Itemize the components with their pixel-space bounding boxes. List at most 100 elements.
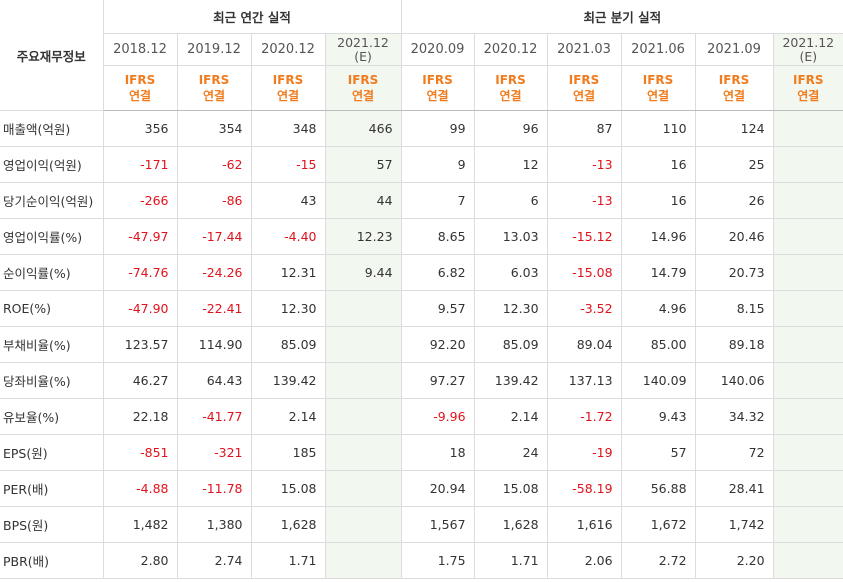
value-cell: [324, 434, 402, 471]
estimate-marker: (E): [799, 48, 818, 64]
row-label: 매출액(억원): [0, 110, 104, 147]
value-cell: 356: [102, 110, 178, 147]
value-cell: -851: [102, 434, 178, 471]
value-cell: 9.44: [324, 254, 402, 291]
row-label: 순이익률(%): [0, 254, 104, 291]
value-cell: -58.19: [546, 470, 622, 507]
value-cell: 72: [694, 434, 774, 471]
value-cell: -321: [176, 434, 252, 471]
value-cell: 15.08: [473, 470, 548, 507]
basis-header: IFRS 연결: [250, 65, 326, 111]
value-cell: 20.46: [694, 218, 774, 255]
value-cell: -19: [546, 434, 622, 471]
value-cell: 139.42: [250, 362, 326, 399]
row-label: BPS(원): [0, 506, 104, 543]
basis-ifrs-label: IFRS: [495, 73, 526, 87]
value-cell: 1.75: [400, 542, 475, 579]
value-cell: -22.41: [176, 290, 252, 327]
value-cell: 20.94: [400, 470, 475, 507]
value-cell: [772, 398, 843, 435]
value-cell: 12.31: [250, 254, 326, 291]
basis-ifrs-label: IFRS: [568, 73, 600, 87]
value-cell: [772, 326, 843, 363]
basis-consolidated-label: 연결: [572, 89, 596, 103]
table-row: 당기순이익(억원) -266 -86 43 44 7 6 -13 16 26: [0, 182, 843, 219]
value-cell: [772, 254, 843, 291]
period-header: 2019.12: [176, 33, 252, 66]
basis-consolidated-label: 연결: [128, 89, 152, 103]
value-cell: 124: [694, 110, 774, 147]
table-row: 부채비율(%) 123.57 114.90 85.09 92.20 85.09 89.04 8…: [0, 326, 843, 363]
basis-header: IFRS 연결: [694, 65, 774, 111]
table-row: EPS(원) -851 -321 185 18 24 -19 57 72: [0, 434, 843, 471]
value-cell: 6.03: [473, 254, 548, 291]
basis-header: IFRS 연결: [546, 65, 622, 111]
value-cell: [772, 110, 843, 147]
period-label: 2021.12: [337, 34, 389, 50]
value-cell: 114.90: [176, 326, 252, 363]
value-cell: -3.52: [546, 290, 622, 327]
value-cell: -9.96: [400, 398, 475, 435]
value-cell: 1,567: [400, 506, 475, 543]
value-cell: [324, 506, 402, 543]
row-label: 영업이익(억원): [0, 146, 104, 183]
value-cell: 22.18: [102, 398, 178, 435]
value-cell: -13: [546, 182, 622, 219]
value-cell: 2.72: [620, 542, 696, 579]
value-cell: 9: [400, 146, 475, 183]
annual-section-title: 최근 연간 실적: [102, 0, 402, 34]
table-row: 유보율(%) 22.18 -41.77 2.14 -9.96 2.14 -1.72 9.43 3…: [0, 398, 843, 435]
basis-ifrs-label: IFRS: [272, 73, 304, 87]
value-cell: [772, 146, 843, 183]
basis-header: IFRS 연결: [473, 65, 548, 111]
value-cell: -171: [102, 146, 178, 183]
value-cell: 89.04: [546, 326, 622, 363]
period-label: 2021.12: [782, 34, 835, 50]
value-cell: 2.14: [473, 398, 548, 435]
value-cell: 2.14: [250, 398, 326, 435]
value-cell: 354: [176, 110, 252, 147]
value-cell: [772, 218, 843, 255]
table-row: 매출액(억원) 356 354 348 466 99 96 87 110 124: [0, 110, 843, 147]
value-cell: 15.08: [250, 470, 326, 507]
value-cell: 64.43: [176, 362, 252, 399]
period-label: 2019.12: [187, 42, 241, 57]
value-cell: 6: [473, 182, 548, 219]
value-cell: 1.71: [473, 542, 548, 579]
value-cell: 348: [250, 110, 326, 147]
period-header: 2021.03: [546, 33, 622, 66]
table-row: 순이익률(%) -74.76 -24.26 12.31 9.44 6.82 6.03 -15.…: [0, 254, 843, 291]
value-cell: 18: [400, 434, 475, 471]
value-cell: 43: [250, 182, 326, 219]
basis-header: IFRS 연결: [176, 65, 252, 111]
value-cell: 20.73: [694, 254, 774, 291]
value-cell: [772, 506, 843, 543]
value-cell: 85.09: [473, 326, 548, 363]
value-cell: 57: [620, 434, 696, 471]
table-row: PBR(배) 2.80 2.74 1.71 1.75 1.71 2.06 2.72 2.20: [0, 542, 843, 579]
value-cell: -15: [250, 146, 326, 183]
value-cell: 139.42: [473, 362, 548, 399]
period-header: 2018.12: [102, 33, 178, 66]
value-cell: -47.90: [102, 290, 178, 327]
value-cell: 1.71: [250, 542, 326, 579]
table-row: PER(배) -4.88 -11.78 15.08 20.94 15.08 -58.19 56…: [0, 470, 843, 507]
value-cell: 14.96: [620, 218, 696, 255]
value-cell: -266: [102, 182, 178, 219]
basis-consolidated-label: 연결: [202, 89, 226, 103]
value-cell: 185: [250, 434, 326, 471]
value-cell: 1,482: [102, 506, 178, 543]
basis-ifrs-label: IFRS: [198, 73, 230, 87]
quarterly-section-title: 최근 분기 실적: [400, 0, 843, 34]
value-cell: 12.23: [324, 218, 402, 255]
value-cell: 1,616: [546, 506, 622, 543]
value-cell: [772, 362, 843, 399]
value-cell: [772, 182, 843, 219]
basis-consolidated-label: 연결: [797, 89, 820, 103]
value-cell: -11.78: [176, 470, 252, 507]
table-row: 영업이익(억원) -171 -62 -15 57 9 12 -13 16 25: [0, 146, 843, 183]
value-cell: 7: [400, 182, 475, 219]
value-cell: 2.06: [546, 542, 622, 579]
value-cell: -47.97: [102, 218, 178, 255]
basis-ifrs-label: IFRS: [124, 73, 156, 87]
